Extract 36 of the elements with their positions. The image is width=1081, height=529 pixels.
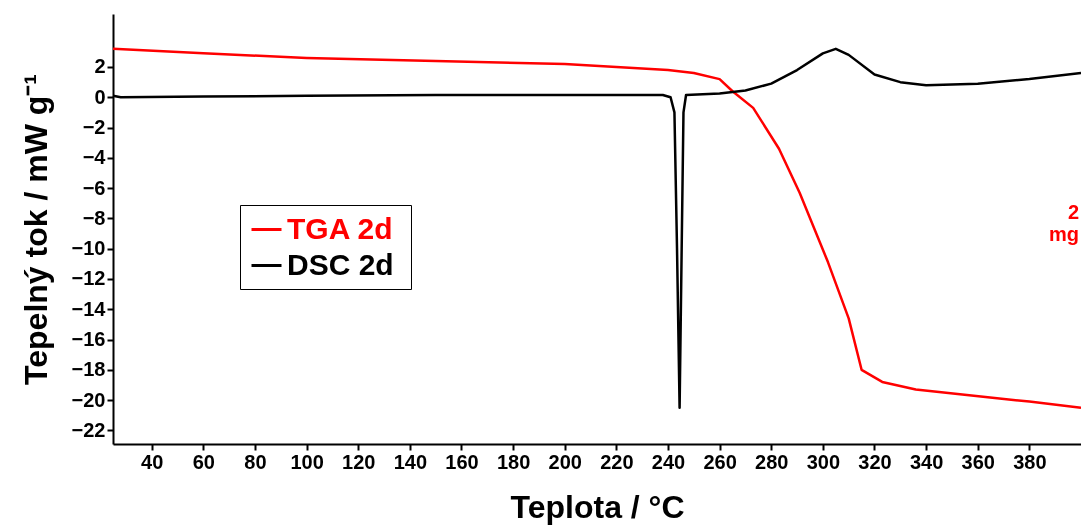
x-tick-label: 360 [961,450,995,473]
y-tick-label: −4 [82,146,107,169]
y-tick-label: −2 [82,116,106,139]
legend-label: TGA 2d [287,211,393,245]
x-tick-label: 180 [496,450,531,473]
x-tick-label: 300 [806,450,841,473]
legend-label: DSC 2d [287,247,394,281]
y-tick-label: 2 [94,55,106,78]
x-tick-label: 60 [192,450,215,473]
x-tick-label: 320 [858,450,892,473]
x-tick-label: 80 [244,450,267,473]
x-tick-label: 200 [548,450,582,473]
annotation: 2 mg [1049,201,1079,246]
x-tick-label: 240 [651,450,686,473]
x-tick-label: 120 [342,450,376,473]
y-tick-label: −16 [71,328,106,351]
x-tick-label: 100 [290,450,324,473]
y-axis-title: Tepelný tok / mW g⁻¹ [17,74,54,385]
y-tick-label: −6 [82,176,106,199]
x-tick-label: 40 [141,450,164,473]
y-tick-label: −12 [71,267,106,290]
y-tick-label: −8 [82,206,106,229]
x-tick-label: 280 [755,450,789,473]
y-tick-label: −14 [71,297,107,320]
y-tick-label: −18 [71,358,106,381]
y-tick-label: −10 [71,237,106,260]
x-tick-label: 160 [445,450,479,473]
x-tick-label: 340 [909,450,944,473]
y-tick-label: −20 [71,388,106,411]
y-tick-label: −22 [71,418,106,441]
x-tick-label: 380 [1013,450,1047,473]
x-tick-label: 260 [703,450,737,473]
y-tick-label: 0 [94,85,106,108]
x-tick-label: 140 [393,450,428,473]
x-tick-label: 220 [600,450,634,473]
x-axis-title: Teplota / °C [510,488,685,525]
